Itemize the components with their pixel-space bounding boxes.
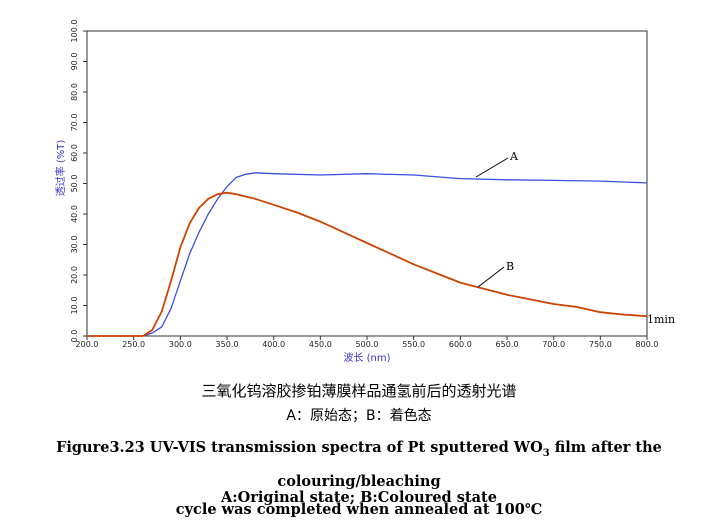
x-tick-label: 600.0 bbox=[449, 340, 472, 349]
y-axis-title: 透过率 (%T) bbox=[54, 140, 67, 197]
y-axis-ticks: 0.0 10.0 20.0 30.0 40.0 50.0 60.0 70.0 80.0 90.0 1… bbox=[70, 20, 87, 343]
x-tick-label: 300.0 bbox=[169, 340, 192, 349]
x-tick-label: 700.0 bbox=[542, 340, 565, 349]
series-line-b bbox=[87, 191, 648, 337]
y-tick-label: 90.0 bbox=[70, 53, 79, 71]
x-tick-label: 750.0 bbox=[589, 340, 612, 349]
x-tick-label: 400.0 bbox=[262, 340, 285, 349]
transmission-chart: 200.0 250.0 300.0 350.0 400.0 450.0 500.0 550.0… bbox=[54, 20, 675, 364]
annotation-b-leader bbox=[477, 266, 505, 288]
caption-english-legend: A:Original state; B:Coloured state bbox=[221, 489, 497, 506]
y-tick-label: 80.0 bbox=[70, 83, 79, 101]
plot-area bbox=[86, 30, 648, 337]
x-tick-label: 500.0 bbox=[356, 340, 379, 349]
y-tick-label: 10.0 bbox=[70, 297, 79, 315]
caption-english-line1: Figure3.23 UV-VIS transmission spectra o… bbox=[56, 439, 662, 490]
x-tick-label: 350.0 bbox=[216, 340, 239, 349]
caption-english-main: Figure3.23 UV-VIS transmission spectra o… bbox=[0, 434, 718, 524]
y-tick-label: 0.0 bbox=[70, 330, 79, 343]
x-axis-title: 波长 (nm) bbox=[343, 351, 390, 364]
y-tick-label: 30.0 bbox=[70, 236, 79, 254]
y-tick-label: 60.0 bbox=[70, 144, 79, 162]
series-layer bbox=[87, 172, 648, 337]
x-tick-label: 550.0 bbox=[402, 340, 425, 349]
y-tick-label: 50.0 bbox=[70, 175, 79, 193]
series-line-a bbox=[87, 172, 648, 337]
x-tick-label: 200.0 bbox=[76, 340, 99, 349]
annotation-a-leader bbox=[475, 157, 509, 178]
annotation-a-label: A bbox=[509, 150, 519, 163]
y-tick-label: 20.0 bbox=[70, 266, 79, 284]
x-axis-ticks: 200.0 250.0 300.0 350.0 400.0 450.0 500.0 550.0… bbox=[76, 336, 659, 349]
x-tick-label: 250.0 bbox=[122, 340, 145, 349]
caption-chinese-title: 三氧化钨溶胶掺铂薄膜样品通氢前后的透射光谱 bbox=[201, 382, 517, 400]
y-tick-label: 100.0 bbox=[70, 20, 79, 43]
annotation-1min-label: 1min bbox=[647, 313, 675, 326]
y-tick-label: 70.0 bbox=[70, 114, 79, 132]
x-tick-label: 800.0 bbox=[636, 340, 659, 349]
caption-chinese-legend: A：原始态；B：着色态 bbox=[286, 408, 432, 424]
x-tick-label: 450.0 bbox=[309, 340, 332, 349]
y-tick-label: 40.0 bbox=[70, 205, 79, 223]
annotation-b-label: B bbox=[506, 260, 514, 273]
x-tick-label: 650.0 bbox=[496, 340, 519, 349]
